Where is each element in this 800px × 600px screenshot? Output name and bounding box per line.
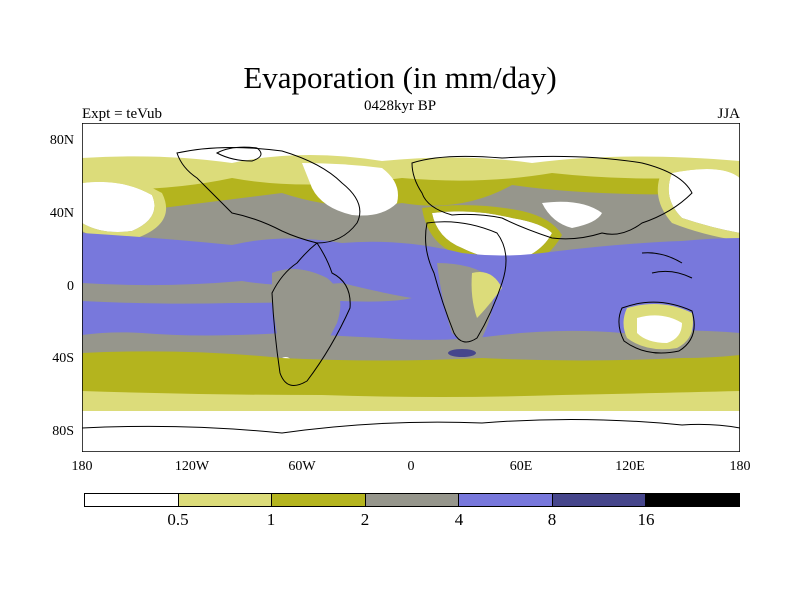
colorbar bbox=[84, 493, 740, 507]
colorbar-box-1 bbox=[178, 494, 273, 506]
lon-tick-180e: 180 bbox=[729, 459, 751, 474]
map-field-sh-olive bbox=[82, 351, 740, 403]
colorbar-box-3 bbox=[365, 494, 460, 506]
map-field-nh-light bbox=[82, 154, 740, 190]
lat-tick-40n: 40N bbox=[49, 206, 74, 221]
lon-tick-120e: 120E bbox=[615, 459, 645, 474]
colorbar-box-2 bbox=[272, 494, 366, 506]
coastlines bbox=[82, 146, 740, 434]
map-field-sh-light bbox=[82, 391, 740, 415]
colorbar-box-4 bbox=[459, 494, 553, 506]
lon-tick-60e: 60E bbox=[509, 459, 533, 474]
experiment-label: Expt = teVub bbox=[82, 106, 163, 122]
lat-tick-0: 0 bbox=[67, 279, 74, 294]
map-field-antarctica bbox=[82, 411, 740, 452]
colorbar-label: 2 bbox=[360, 510, 370, 529]
lon-tick-60w: 60W bbox=[288, 459, 316, 474]
colorbar-label: 1 bbox=[266, 510, 276, 529]
lon-tick-180w: 180 bbox=[71, 459, 93, 474]
chart-title: Evaporation (in mm/day) bbox=[243, 60, 557, 95]
lon-tick-120w: 120W bbox=[174, 459, 210, 474]
lon-tick-0: 0 bbox=[407, 459, 415, 474]
colorbar-box-0 bbox=[85, 494, 179, 506]
colorbar-label: 0.5 bbox=[167, 510, 189, 529]
colorbar-box-6 bbox=[646, 494, 740, 506]
map-fields bbox=[82, 123, 740, 452]
map-field-tropical-blue bbox=[82, 233, 740, 340]
season-label: JJA bbox=[717, 106, 740, 122]
colorbar-box-5 bbox=[552, 494, 647, 506]
colorbar-label: 8 bbox=[547, 510, 557, 529]
map-field-arctic bbox=[82, 123, 740, 163]
lat-tick-80s: 80S bbox=[52, 424, 74, 439]
evaporation-map bbox=[82, 123, 740, 452]
lat-tick-40s: 40S bbox=[52, 351, 74, 366]
colorbar-label: 16 bbox=[637, 510, 655, 529]
colorbar-label: 4 bbox=[454, 510, 464, 529]
chart-subtitle: 0428kyr BP bbox=[363, 98, 437, 114]
lat-tick-80n: 80N bbox=[49, 133, 74, 148]
